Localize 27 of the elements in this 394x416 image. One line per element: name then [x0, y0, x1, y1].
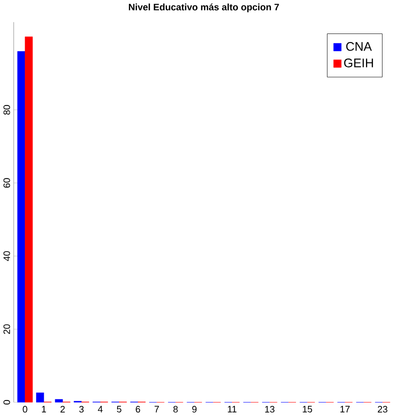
y-tick-label: 80 — [4, 105, 10, 115]
y-tick-label: 20 — [4, 324, 10, 334]
x-tick-label: 2 — [60, 406, 65, 412]
y-tick-label: 60 — [4, 178, 10, 188]
y-tick-label: 40 — [4, 251, 10, 262]
legend-label: CNA — [346, 42, 372, 51]
x-tick-label: 7 — [154, 406, 159, 412]
x-tick-label: 11 — [228, 406, 236, 412]
x-tick-label: 23 — [378, 406, 388, 413]
bar — [36, 392, 44, 402]
x-tick-label: 9 — [192, 406, 197, 413]
x-tick-label: 17 — [340, 406, 350, 412]
x-tick-label: 5 — [116, 406, 122, 412]
bar — [17, 51, 26, 402]
chart-title: Nivel Educativo más alto opcion 7 — [128, 3, 279, 12]
x-tick-label: 3 — [79, 406, 84, 413]
x-tick-label: 8 — [173, 406, 178, 413]
y-tick-label: 0 — [4, 400, 10, 404]
x-tick-label: 4 — [98, 406, 103, 412]
x-tick-label: 6 — [136, 406, 140, 413]
bar — [55, 399, 63, 402]
x-tick-label: 0 — [22, 406, 28, 413]
x-tick-label: 1 — [42, 406, 46, 412]
bar — [24, 36, 33, 402]
legend-label: GEIH — [344, 58, 373, 68]
x-tick-label: 15 — [302, 406, 312, 412]
x-tick-label: 13 — [265, 406, 275, 413]
